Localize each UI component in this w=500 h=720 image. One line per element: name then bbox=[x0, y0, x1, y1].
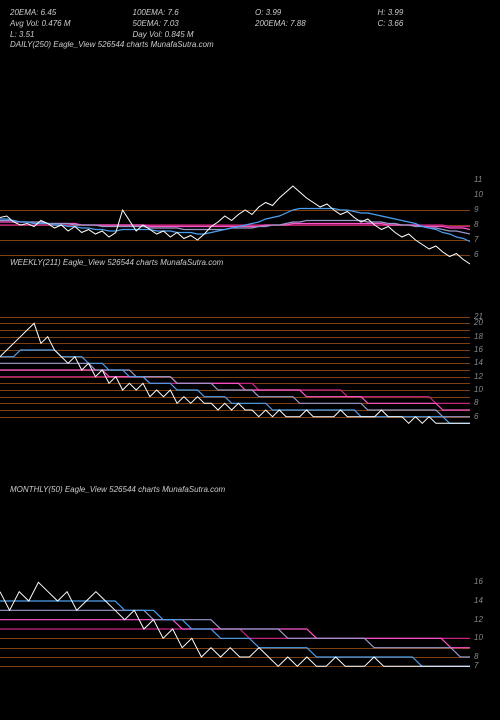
weekly-panel: 6810121416182021 bbox=[0, 310, 470, 430]
stat-item: L: 3.51 bbox=[10, 30, 123, 39]
daily-svg bbox=[0, 180, 470, 270]
y-tick: 21 bbox=[474, 312, 483, 321]
chart-container: 20EMA: 6.45 100EMA: 7.6 O: 3.99 H: 3.99 Avg … bbox=[0, 0, 500, 720]
y-tick: 8 bbox=[474, 220, 478, 229]
y-tick: 16 bbox=[474, 345, 483, 354]
monthly-panel: 7810121416 bbox=[0, 545, 470, 685]
weekly-title: WEEKLY(211) Eagle_View 526544 charts Mun… bbox=[10, 258, 223, 267]
stat-item: H: 3.99 bbox=[378, 8, 491, 17]
y-tick: 14 bbox=[474, 358, 483, 367]
y-tick: 12 bbox=[474, 372, 483, 381]
y-tick: 8 bbox=[474, 398, 478, 407]
stat-item: Avg Vol: 0.476 M bbox=[10, 19, 123, 28]
monthly-price-line bbox=[0, 582, 470, 666]
monthly-yaxis: 78 10 12 14 16 bbox=[472, 545, 498, 685]
stat-item: Day Vol: 0.845 M bbox=[133, 30, 246, 39]
monthly-ema100-line bbox=[0, 620, 470, 648]
monthly-title: MONTHLY(50) Eagle_View 526544 charts Mun… bbox=[10, 485, 225, 494]
monthly-ema200-line bbox=[0, 629, 470, 638]
y-tick: 10 bbox=[474, 190, 483, 199]
y-tick: 6 bbox=[474, 412, 478, 421]
stat-item: 20EMA: 6.45 bbox=[10, 8, 123, 17]
weekly-svg bbox=[0, 310, 470, 430]
y-tick: 8 bbox=[474, 652, 478, 661]
stat-item: C: 3.66 bbox=[378, 19, 491, 28]
y-tick: 18 bbox=[474, 332, 483, 341]
y-tick: 10 bbox=[474, 385, 483, 394]
monthly-svg bbox=[0, 545, 470, 685]
weekly-ema50-line bbox=[0, 363, 470, 416]
stat-item: 100EMA: 7.6 bbox=[133, 8, 246, 17]
y-tick: 7 bbox=[474, 661, 478, 670]
stat-item: O: 3.99 bbox=[255, 8, 368, 17]
stat-item: 50EMA: 7.03 bbox=[133, 19, 246, 28]
weekly-price-line bbox=[0, 323, 470, 423]
stat-item: 200EMA: 7.88 bbox=[255, 19, 368, 28]
daily-panel: 67891011 bbox=[0, 180, 470, 270]
monthly-ema50-line bbox=[0, 610, 470, 657]
y-tick: 16 bbox=[474, 577, 483, 586]
y-tick: 9 bbox=[474, 205, 478, 214]
daily-yaxis: 67891011 bbox=[472, 180, 498, 270]
daily-title: DAILY(250) Eagle_View 526544 charts Muna… bbox=[10, 40, 214, 49]
y-tick: 6 bbox=[474, 250, 478, 259]
header-stats: 20EMA: 6.45 100EMA: 7.6 O: 3.99 H: 3.99 Avg … bbox=[10, 8, 490, 39]
y-tick: 7 bbox=[474, 235, 478, 244]
y-tick: 12 bbox=[474, 615, 483, 624]
weekly-yaxis: 6810121416182021 bbox=[472, 310, 498, 430]
y-tick: 11 bbox=[474, 175, 482, 184]
y-tick: 14 bbox=[474, 596, 483, 605]
y-tick: 10 bbox=[474, 633, 483, 642]
